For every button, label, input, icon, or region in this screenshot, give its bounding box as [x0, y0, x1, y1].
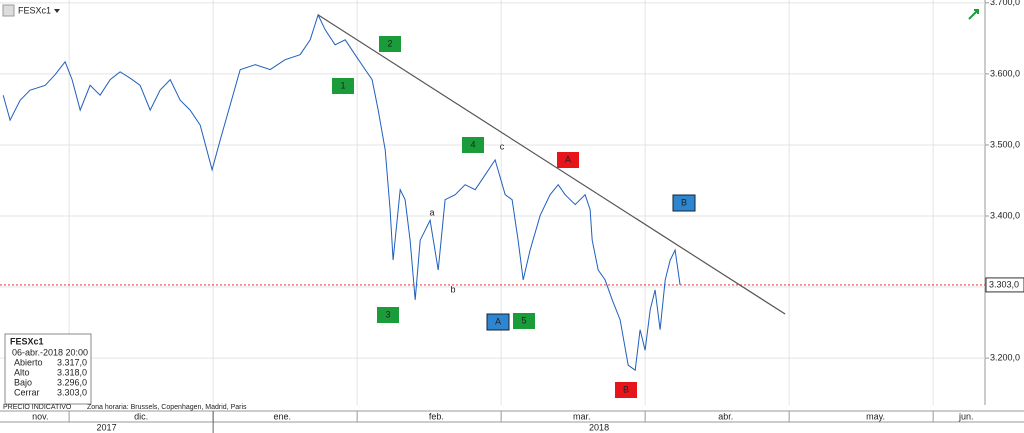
wave-box [462, 137, 484, 153]
wave-box [513, 313, 535, 329]
wave-label: A [495, 316, 501, 326]
wave-label: B [623, 384, 629, 394]
wave-label: B [681, 197, 687, 207]
info-key: Bajo [14, 377, 32, 387]
info-key: Abierto [14, 357, 43, 367]
y-tick-label: 3.700,0 [990, 0, 1020, 7]
month-label: jun. [958, 411, 974, 421]
trend-icon[interactable] [968, 9, 979, 20]
wave-box [672, 194, 696, 212]
info-value: 3.303,0 [57, 387, 87, 397]
wave-label: A [565, 154, 571, 164]
month-label: mar. [573, 411, 591, 421]
footer-note: Zona horaria: Brussels, Copenhagen, Madr… [87, 404, 247, 411]
info-key: Cerrar [14, 387, 40, 397]
info-date: 06-abr.-2018 20:00 [12, 347, 88, 357]
footer-note: PRECIO INDICATIVO [3, 404, 72, 411]
info-value: 3.317,0 [57, 357, 87, 367]
wave-label: b [450, 284, 455, 294]
y-tick-label: 3.600,0 [990, 68, 1020, 78]
y-tick-label: 3.400,0 [990, 210, 1020, 220]
month-label: feb. [429, 411, 444, 421]
y-tick-label: 3.200,0 [990, 352, 1020, 362]
wave-box [615, 382, 637, 398]
wave-label: 4 [470, 139, 475, 149]
wave-box [377, 307, 399, 323]
ticker-dropdown[interactable] [54, 9, 60, 13]
info-symbol: FESXc1 [10, 336, 44, 346]
wave-box [379, 36, 401, 52]
y-tick-label: 3.500,0 [990, 139, 1020, 149]
month-label: abr. [718, 411, 733, 421]
year-label: 2017 [97, 422, 117, 432]
info-value: 3.296,0 [57, 377, 87, 387]
wave-label: 1 [340, 80, 345, 90]
wave-label: a [429, 207, 434, 217]
month-label: ene. [273, 411, 291, 421]
wave-box [332, 78, 354, 94]
info-value: 3.318,0 [57, 367, 87, 377]
wave-box [557, 152, 579, 168]
trendline [317, 14, 786, 315]
wave-label: 3 [385, 309, 390, 319]
last-price-box [985, 277, 1024, 293]
month-label: nov. [32, 411, 48, 421]
wave-label: 5 [521, 315, 526, 325]
ticker-label[interactable]: FESXc1 [18, 5, 51, 15]
wave-label: 2 [387, 38, 392, 48]
year-label: 2018 [589, 422, 609, 432]
month-label: dic. [134, 411, 148, 421]
wave-box [486, 313, 510, 331]
last-price-label: 3.303,0 [989, 279, 1019, 289]
price-line [2, 13, 681, 372]
info-box [4, 333, 92, 405]
info-key: Alto [14, 367, 30, 377]
wave-label: c [500, 141, 505, 151]
month-label: may. [866, 411, 885, 421]
ticker-icon [2, 4, 15, 17]
